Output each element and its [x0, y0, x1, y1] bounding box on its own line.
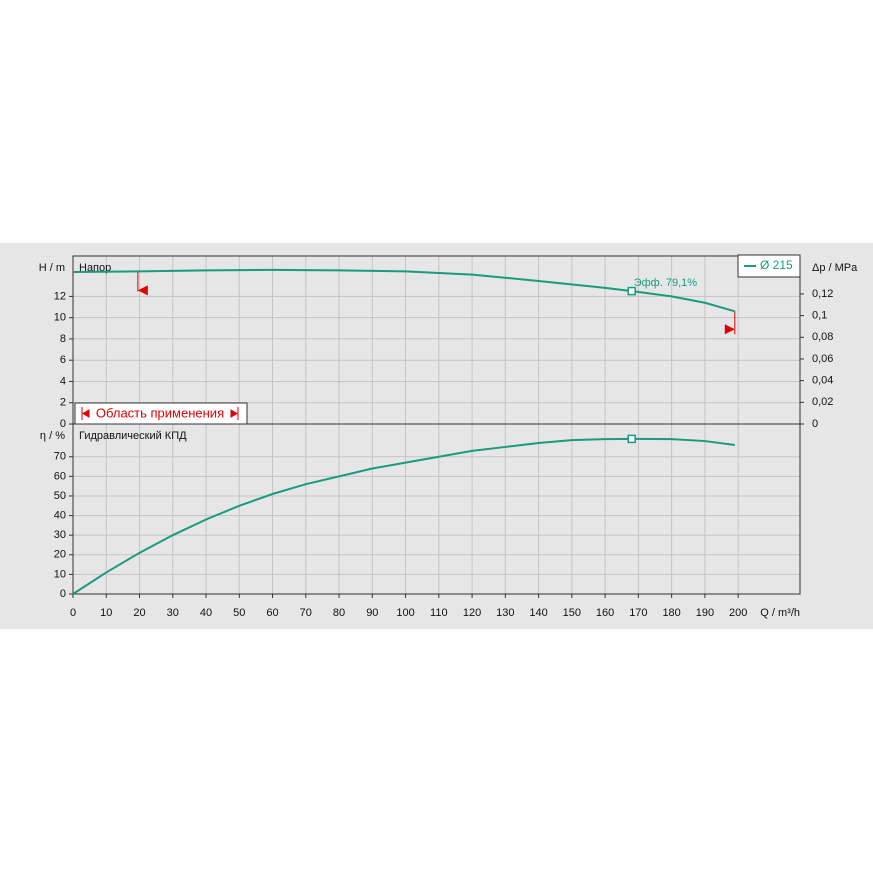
range-end-arrow: [724, 324, 735, 335]
duty-point: [627, 286, 636, 296]
y-axis-label: η / %: [40, 430, 65, 442]
y2-tick-label: 0,04: [812, 375, 833, 387]
x-tick-label: 200: [729, 607, 747, 619]
range-label: Область применения: [96, 405, 224, 420]
x-tick-label: 10: [100, 607, 112, 619]
x-tick-label: 50: [233, 607, 245, 619]
y-tick-label: 20: [54, 549, 66, 561]
y-tick-label: 2: [60, 397, 66, 409]
x-tick-label: 140: [529, 607, 547, 619]
x-tick-label: 130: [496, 607, 514, 619]
y2-tick-label: 0,12: [812, 288, 833, 300]
y-tick-label: 0: [60, 418, 66, 430]
x-tick-label: 160: [596, 607, 614, 619]
y-tick-label: 50: [54, 490, 66, 502]
y-tick-label: 8: [60, 333, 66, 345]
plot-area: [73, 424, 800, 594]
subtitle: Гидравлический КПД: [79, 430, 187, 442]
legend-box: [737, 254, 801, 278]
y-tick-label: 0: [60, 588, 66, 600]
y-tick-label: 40: [54, 509, 66, 521]
y-tick-label: 6: [60, 354, 66, 366]
x-tick-label: 20: [133, 607, 145, 619]
y-tick-label: 60: [54, 470, 66, 482]
duty-point: [627, 434, 636, 444]
y-tick-label: 10: [54, 568, 66, 580]
x-tick-label: 190: [696, 607, 714, 619]
y-tick-label: 70: [54, 451, 66, 463]
x-tick-label: 170: [629, 607, 647, 619]
range-box-arrows: [81, 407, 239, 420]
y2-tick-label: 0,02: [812, 396, 833, 408]
y2-tick-label: 0,1: [812, 310, 827, 322]
series-line: [72, 268, 736, 313]
y-tick-label: 30: [54, 529, 66, 541]
x-axis-label: Q / m³/h: [760, 607, 800, 619]
x-tick-label: 120: [463, 607, 481, 619]
y2-tick-label: 0,06: [812, 353, 833, 365]
x-tick-label: 60: [266, 607, 278, 619]
y2-tick-label: 0: [812, 418, 818, 430]
y-tick-label: 12: [54, 290, 66, 302]
duty-label: Эфф. 79,1%: [634, 277, 698, 289]
x-tick-label: 30: [167, 607, 179, 619]
series-line: [72, 437, 735, 595]
x-tick-label: 110: [430, 607, 448, 619]
plot-area: [73, 256, 800, 424]
range-start-arrow: [137, 285, 148, 296]
x-tick-label: 0: [70, 607, 76, 619]
y-tick-label: 10: [54, 312, 66, 324]
x-tick-label: 40: [200, 607, 212, 619]
x-tick-label: 80: [333, 607, 345, 619]
y2-tick-label: 0,08: [812, 331, 833, 343]
y-tick-label: 4: [60, 375, 66, 387]
x-tick-label: 180: [662, 607, 680, 619]
x-tick-label: 90: [366, 607, 378, 619]
x-tick-label: 100: [396, 607, 414, 619]
y2-axis-label: Δp / MPa: [812, 262, 858, 274]
y-axis-label: H / m: [39, 262, 65, 274]
x-tick-label: 70: [300, 607, 312, 619]
plot-frame: [72, 423, 801, 595]
legend-label: Ø 215: [760, 258, 793, 272]
x-tick-label: 150: [563, 607, 581, 619]
